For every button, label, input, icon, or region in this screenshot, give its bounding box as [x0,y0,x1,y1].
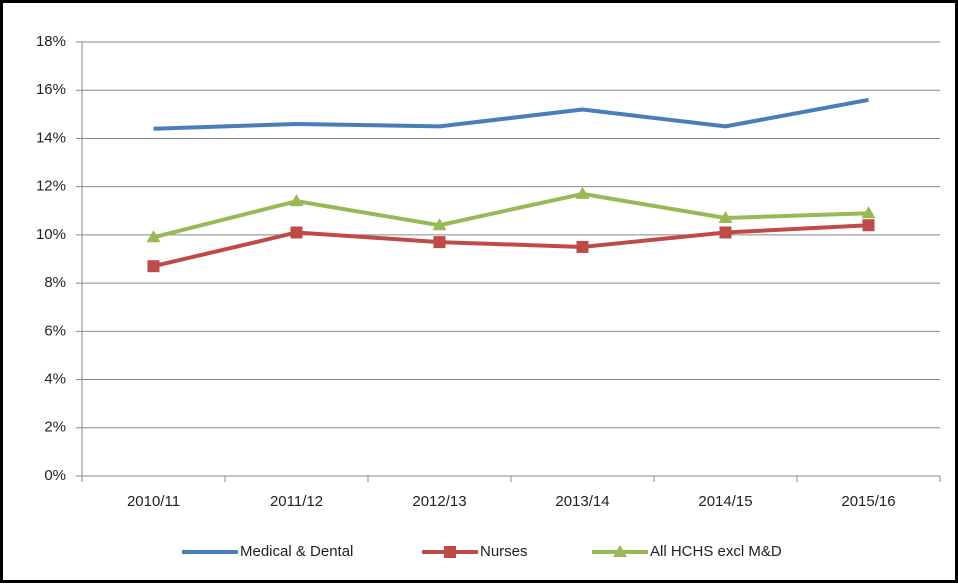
marker [432,218,447,231]
y-tick-label: 2% [44,419,66,436]
x-tick-label: 2015/16 [841,493,895,510]
marker [718,211,733,224]
y-tick-label: 6% [44,322,66,339]
marker [433,236,446,249]
marker [290,226,303,239]
legend-label: Nurses [480,543,528,560]
marker [861,206,876,219]
y-tick-label: 18% [36,33,66,50]
x-tick-label: 2014/15 [698,493,752,510]
marker [575,186,590,199]
x-tick-label: 2012/13 [412,493,466,510]
x-tick-label: 2013/14 [555,493,609,510]
y-tick-label: 8% [44,274,66,291]
x-tick-label: 2010/11 [127,493,180,510]
series-line [153,191,869,240]
marker [147,260,160,273]
marker [576,240,589,253]
marker [719,226,732,239]
marker [613,545,627,557]
x-tick-label: 2011/12 [270,493,323,510]
legend-label: Medical & Dental [240,543,353,560]
marker [289,194,304,207]
y-tick-label: 4% [44,371,66,388]
marker [444,546,456,558]
y-tick-label: 10% [36,226,66,243]
series-line [153,97,869,131]
marker [862,219,875,232]
y-tick-label: 16% [36,81,66,98]
y-tick-label: 12% [36,178,66,195]
marker [146,230,161,243]
series-line [153,223,869,269]
y-tick-label: 14% [36,129,66,146]
y-tick-label: 0% [44,467,66,484]
legend-label: All HCHS excl M&D [650,543,782,560]
